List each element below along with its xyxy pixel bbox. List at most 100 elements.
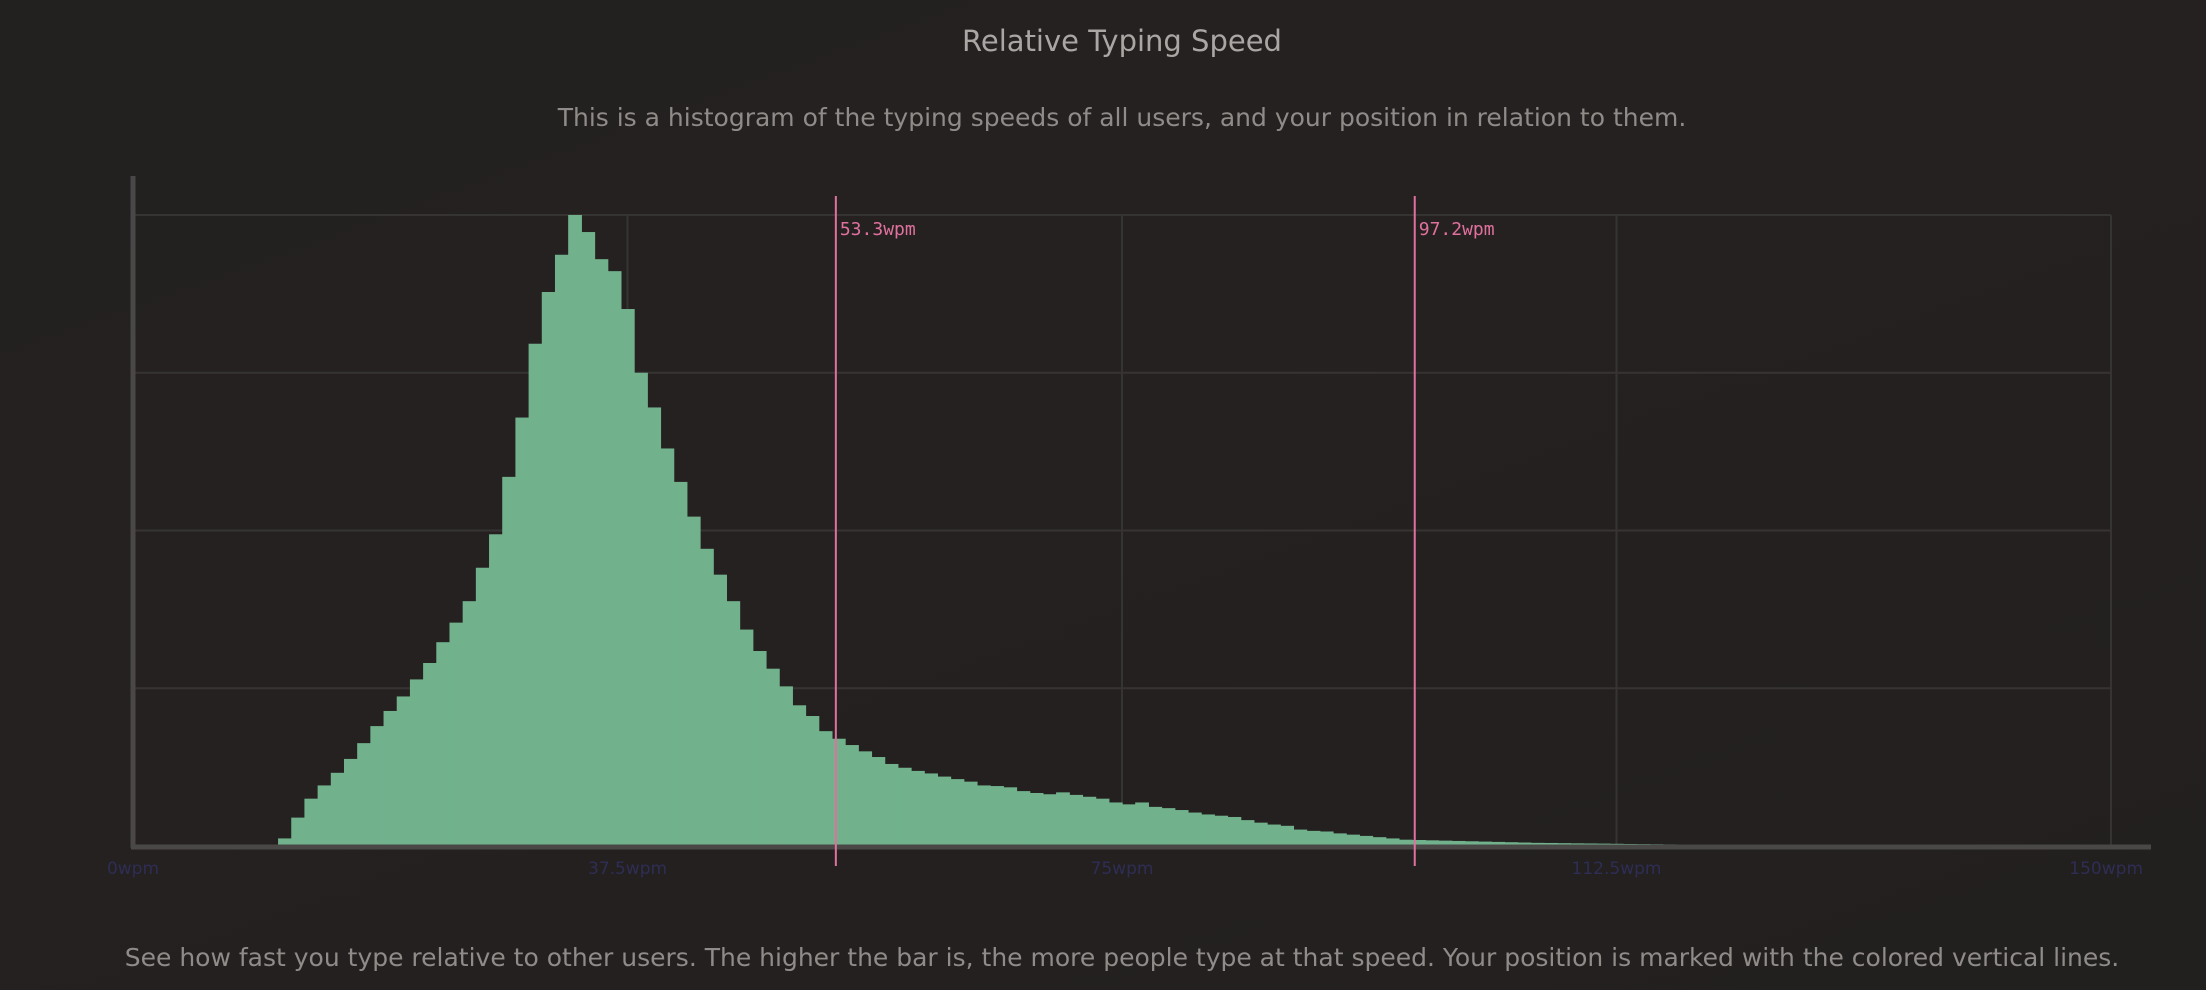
histogram-bar — [1543, 842, 1558, 846]
histogram-bar — [1148, 806, 1163, 846]
x-tick-label: 75wpm — [1091, 859, 1154, 879]
histogram-bar — [1161, 808, 1176, 846]
histogram-bar — [779, 686, 793, 846]
histogram-bar — [489, 534, 503, 846]
histogram-bar — [950, 779, 965, 846]
histogram-bar — [1412, 840, 1426, 846]
histogram-bar — [462, 601, 477, 846]
histogram-bar — [871, 757, 886, 846]
histogram-bar — [660, 448, 675, 846]
histogram-bar — [1425, 840, 1440, 846]
histogram-bar — [1385, 838, 1400, 846]
histogram-bar — [1293, 829, 1308, 846]
histogram-bar — [1135, 802, 1149, 846]
histogram-bar — [858, 751, 873, 846]
histogram-bar — [726, 601, 741, 846]
histogram-bar — [673, 481, 688, 846]
x-tick-label: 112.5wpm — [1572, 859, 1662, 879]
histogram-bar — [990, 786, 1004, 846]
histogram-bar — [1016, 791, 1031, 846]
histogram-bar — [581, 232, 596, 847]
histogram-bar — [304, 798, 319, 846]
x-tick-labels: 0wpm 37.5wpm 75wpm 112.5wpm 150wpm — [107, 859, 2143, 879]
histogram-bar — [1069, 794, 1084, 846]
histogram-bar — [330, 772, 345, 846]
page-caption: See how fast you type relative to other … — [124, 943, 2120, 972]
histogram-bar — [1530, 842, 1545, 846]
histogram-bar — [383, 710, 398, 846]
histogram-bar — [1438, 840, 1453, 846]
speed-marker-label: 97.2wpm — [1419, 219, 1495, 240]
histogram-bar — [752, 651, 767, 846]
histogram-bar — [1332, 833, 1347, 846]
page-subtitle: This is a histogram of the typing speeds… — [557, 103, 1687, 132]
histogram-bar — [739, 629, 754, 846]
histogram-bar — [911, 770, 925, 846]
histogram-bar — [700, 548, 714, 846]
histogram-bar — [1253, 822, 1268, 846]
histogram-bar — [1056, 792, 1070, 846]
histogram-bar — [831, 738, 846, 846]
histogram-bar — [1306, 830, 1321, 846]
histogram-bar — [278, 838, 292, 846]
histogram-bar — [1319, 831, 1334, 846]
histogram-bar — [1478, 841, 1492, 846]
histogram-bar — [502, 476, 517, 846]
histogram-bar — [845, 745, 859, 846]
histogram-bar — [291, 817, 306, 846]
speed-markers: 53.3wpm 97.2wpm — [834, 196, 1495, 866]
histogram-bar — [924, 773, 938, 846]
histogram-bar — [370, 726, 385, 846]
histogram-bar — [647, 407, 662, 846]
histogram-bar — [568, 215, 582, 846]
histogram-bar — [1174, 810, 1189, 846]
histogram-bar — [607, 271, 622, 846]
histogram-bar — [1359, 835, 1374, 846]
chart-axes — [130, 176, 2151, 850]
x-tick-label: 0wpm — [107, 859, 159, 879]
histogram-bar — [1122, 804, 1136, 846]
histogram-bar — [686, 516, 701, 846]
histogram-bar — [884, 763, 899, 846]
histogram-bars — [278, 215, 1822, 847]
histogram-bar — [792, 705, 807, 846]
histogram-bar — [1003, 787, 1018, 846]
histogram-bar — [620, 309, 635, 846]
histogram-bar — [423, 663, 437, 846]
histogram-bar — [1214, 815, 1229, 846]
histogram-bar — [343, 758, 358, 846]
histogram-bar — [1240, 820, 1255, 846]
histogram-bar — [976, 785, 991, 846]
histogram-bar — [1029, 792, 1044, 846]
histogram-bar — [1504, 842, 1519, 846]
histogram-bar — [475, 567, 490, 846]
histogram-bar — [1451, 840, 1466, 846]
histogram-bar — [554, 254, 569, 847]
histogram-bar — [449, 622, 464, 846]
x-tick-label: 37.5wpm — [588, 859, 667, 879]
histogram-bar — [765, 668, 780, 846]
histogram-bar — [805, 716, 820, 846]
histogram-bar — [1372, 837, 1387, 846]
histogram-bar — [634, 372, 648, 846]
histogram-bar — [515, 417, 530, 846]
histogram-bar — [436, 642, 451, 846]
histogram-bar — [1267, 824, 1281, 846]
histogram-bar — [1227, 816, 1242, 846]
histogram-bar — [1201, 814, 1215, 846]
histogram-bar — [1280, 825, 1295, 846]
histogram-bar — [1082, 796, 1097, 846]
histogram-bar — [963, 781, 978, 846]
page-title: Relative Typing Speed — [962, 24, 1282, 58]
histogram-bar — [396, 696, 411, 846]
histogram-bar — [1398, 839, 1413, 846]
histogram-bar — [1042, 794, 1057, 846]
histogram-bar — [1095, 798, 1110, 846]
histogram-bar — [317, 785, 332, 846]
histogram-bar — [1187, 812, 1202, 846]
histogram-bar — [594, 259, 609, 846]
histogram-bar — [937, 776, 952, 846]
speed-marker-label: 53.3wpm — [840, 219, 916, 240]
